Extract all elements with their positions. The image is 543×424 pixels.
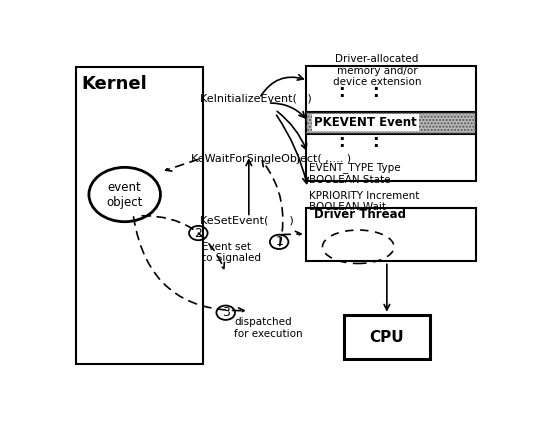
- Text: :: :: [372, 133, 378, 151]
- Text: Driver Thread: Driver Thread: [314, 208, 406, 220]
- Bar: [306, 66, 476, 181]
- Text: 3: 3: [222, 306, 230, 319]
- Bar: [306, 112, 476, 134]
- Text: 1: 1: [275, 235, 283, 248]
- Text: Event set
to Signaled: Event set to Signaled: [201, 242, 261, 263]
- FancyArrowPatch shape: [261, 75, 304, 96]
- Text: CPU: CPU: [370, 330, 404, 345]
- Text: :: :: [338, 133, 345, 151]
- Text: event
object: event object: [106, 181, 143, 209]
- Text: KeInitializeEvent(   ): KeInitializeEvent( ): [200, 93, 312, 103]
- Text: :: :: [372, 83, 378, 100]
- Bar: [76, 67, 203, 364]
- FancyArrowPatch shape: [246, 160, 251, 215]
- FancyArrowPatch shape: [270, 103, 305, 117]
- Text: dispatched
for execution: dispatched for execution: [234, 317, 303, 338]
- Bar: [344, 315, 430, 360]
- Text: 2: 2: [194, 226, 203, 240]
- Text: KPRIORITY Increment
BOOLEAN Wait: KPRIORITY Increment BOOLEAN Wait: [308, 191, 419, 212]
- FancyArrowPatch shape: [134, 217, 244, 313]
- FancyArrowPatch shape: [384, 264, 390, 310]
- FancyArrowPatch shape: [166, 159, 198, 171]
- Text: KeWaitForSingleObject( ,.... ): KeWaitForSingleObject( ,.... ): [191, 153, 351, 164]
- FancyArrowPatch shape: [277, 112, 307, 149]
- Text: Kernel: Kernel: [81, 75, 147, 92]
- Text: PKEVENT Event: PKEVENT Event: [314, 116, 417, 129]
- FancyArrowPatch shape: [276, 115, 308, 184]
- FancyArrowPatch shape: [282, 232, 301, 237]
- Text: EVENT_TYPE Type
BOOLEAN State: EVENT_TYPE Type BOOLEAN State: [308, 162, 400, 185]
- FancyArrowPatch shape: [142, 216, 224, 268]
- Text: Driver-allocated
memory and/or
device extension: Driver-allocated memory and/or device ex…: [333, 54, 421, 87]
- Text: KeSetEvent(      ): KeSetEvent( ): [200, 216, 294, 226]
- Bar: [306, 112, 476, 134]
- FancyArrowPatch shape: [262, 161, 283, 245]
- Text: :: :: [338, 83, 345, 100]
- Bar: [306, 208, 476, 262]
